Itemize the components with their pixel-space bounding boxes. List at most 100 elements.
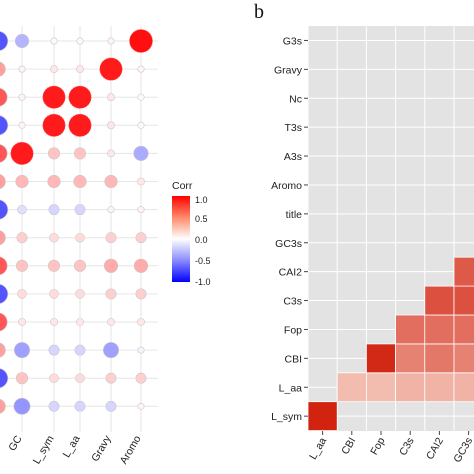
y-tick-label: G3s	[283, 35, 302, 47]
legend-tick-label: 1.0	[195, 195, 208, 205]
y-tick-label: Nc	[289, 93, 302, 105]
correlogram-point	[0, 199, 9, 220]
heatmap-cell	[453, 256, 474, 287]
correlogram-point	[14, 33, 30, 49]
heatmap-cell	[336, 372, 367, 403]
correlogram-point	[75, 232, 85, 243]
correlogram-point	[49, 373, 59, 383]
legend-tick-label: 0.5	[195, 214, 208, 224]
color-legend: Corr 1.0 0.5 0.0 -0.5 -1.0	[172, 180, 211, 287]
legend-tick-label: -1.0	[195, 277, 211, 287]
correlogram-point	[50, 318, 58, 326]
x-tick-label: Fop	[368, 435, 388, 457]
heatmap-cell	[307, 401, 338, 432]
correlogram-point	[105, 232, 117, 244]
correlogram-point	[74, 400, 86, 412]
correlogram-point	[18, 121, 26, 129]
correlogram-point	[74, 204, 86, 216]
correlogram-point	[17, 289, 27, 299]
correlogram-point	[133, 258, 149, 273]
correlogram-panel: GC L_sym L_aa Gravy Aromo	[0, 26, 158, 466]
correlogram-point	[129, 29, 153, 53]
correlogram-point	[0, 342, 6, 358]
y-tick-label: T3s	[284, 122, 302, 134]
correlogram-point	[50, 37, 58, 45]
x-tick-label: Gravy	[89, 433, 114, 464]
correlogram-point	[137, 65, 145, 73]
correlogram-point	[137, 206, 145, 214]
correlogram-point	[107, 318, 115, 326]
y-tick-label: Aromo	[271, 180, 302, 192]
correlogram-point	[76, 318, 84, 326]
x-tick-label: L_aa	[61, 433, 83, 459]
correlogram-point	[15, 174, 29, 189]
correlogram-point	[0, 230, 6, 246]
heatmap-panel: G3sGravyNcT3sA3sAromotitleGC3sCAI2C3sFop…	[271, 26, 474, 465]
correlogram-point	[49, 232, 59, 243]
heatmap-x-tick-labels: L_aa CBI Fop C3s CAI2 GC3s	[307, 431, 474, 465]
correlogram-point	[47, 147, 61, 160]
correlogram-point	[68, 85, 92, 109]
correlogram-point	[107, 206, 115, 214]
correlogram-point	[47, 259, 61, 272]
correlogram-point	[42, 113, 66, 137]
correlogram-point	[73, 147, 87, 160]
x-tick-label: Aromo	[118, 433, 144, 466]
correlogram-point	[15, 259, 29, 272]
correlogram-point	[137, 402, 145, 410]
heatmap-cell	[453, 372, 474, 403]
panel-label: b	[254, 1, 264, 23]
correlogram-point	[16, 232, 28, 244]
correlogram-point	[99, 57, 123, 81]
y-tick-label: A3s	[284, 151, 302, 163]
legend-tick-label: -0.5	[195, 256, 211, 266]
correlogram-point	[0, 87, 8, 107]
heatmap-cell	[395, 314, 426, 345]
x-tick-label: L_aa	[307, 435, 329, 461]
correlogram-point	[48, 204, 60, 216]
heatmap-cell	[365, 343, 396, 374]
correlogram-point	[13, 397, 31, 415]
correlogram-point	[76, 37, 84, 45]
heatmap-cell	[395, 372, 426, 403]
legend-title: Corr	[172, 180, 193, 192]
correlogram-point	[137, 318, 145, 326]
correlogram-point	[75, 373, 85, 383]
heatmap-cell	[453, 343, 474, 374]
correlogram-point	[0, 398, 6, 414]
correlogram-point	[49, 289, 59, 299]
correlogram-point	[18, 318, 26, 326]
correlogram-points	[0, 29, 153, 415]
x-tick-label: L_sym	[31, 433, 57, 466]
correlogram-point	[0, 174, 6, 189]
correlogram-point	[107, 149, 115, 158]
correlogram-point	[48, 344, 60, 356]
correlogram-point	[107, 37, 115, 45]
correlogram-point	[105, 372, 117, 384]
correlogram-point	[0, 284, 9, 304]
correlogram-point	[103, 258, 119, 273]
correlogram-point	[137, 177, 145, 186]
correlogram-point	[0, 115, 9, 136]
legend-tick-label: 0.0	[195, 235, 208, 245]
correlogram-point	[0, 31, 9, 51]
y-tick-label: L_sym	[271, 411, 302, 423]
correlogram-point	[18, 93, 26, 101]
correlogram-point	[0, 368, 9, 389]
x-tick-label: C3s	[397, 436, 417, 458]
correlogram-point	[0, 144, 8, 163]
correlogram-point	[48, 400, 60, 412]
y-tick-label: GC3s	[275, 238, 302, 250]
y-tick-label: Fop	[284, 324, 302, 336]
y-tick-label: C3s	[283, 296, 302, 308]
correlogram-point	[135, 288, 147, 300]
correlogram-point	[107, 121, 115, 130]
heatmap-cells	[307, 256, 474, 432]
heatmap-cell	[424, 314, 455, 345]
x-tick-label: CAI2	[424, 435, 446, 461]
legend-tick-labels: 1.0 0.5 0.0 -0.5 -1.0	[190, 195, 211, 287]
heatmap-cell	[395, 343, 426, 374]
heatmap-cell	[453, 285, 474, 316]
y-tick-label: CAI2	[279, 267, 303, 279]
